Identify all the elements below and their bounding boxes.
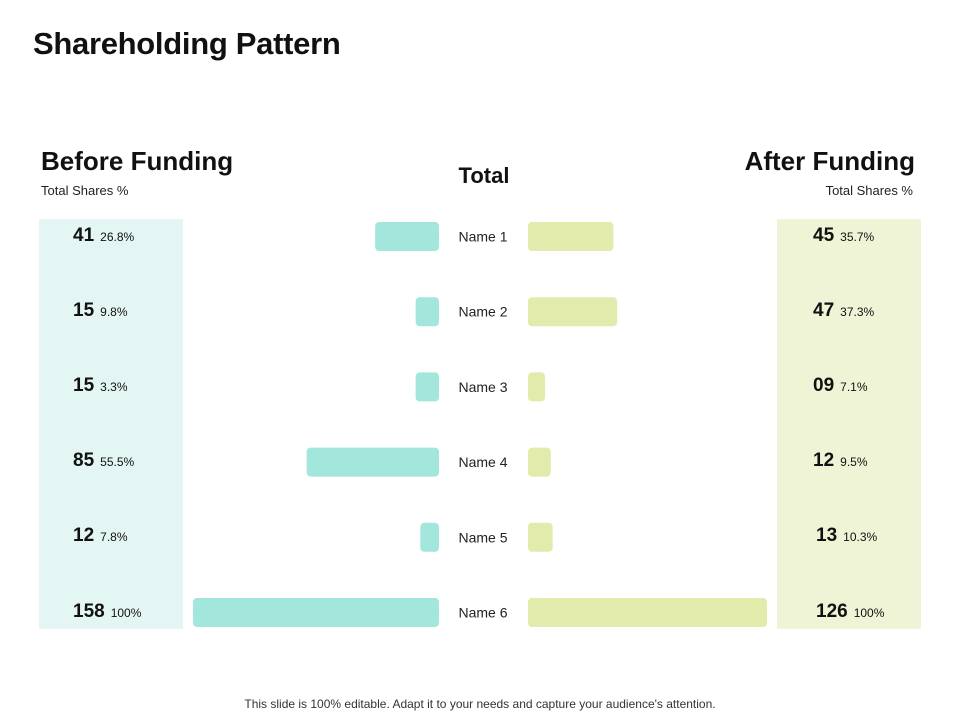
after-bar bbox=[528, 297, 618, 327]
before-share-value: 12 bbox=[73, 525, 95, 547]
after-share-value: 126 bbox=[816, 600, 848, 622]
after-share-value: 45 bbox=[813, 224, 835, 246]
after-stat: 45 35.7% bbox=[813, 225, 874, 247]
after-share-value: 13 bbox=[816, 525, 838, 547]
category-label: Name 4 bbox=[458, 454, 507, 470]
before-share-percent: 9.8% bbox=[100, 304, 128, 319]
after-funding-panel bbox=[777, 219, 921, 629]
category-label: Name 5 bbox=[458, 529, 507, 545]
before-share-percent: 26.8% bbox=[100, 229, 135, 244]
before-bar bbox=[415, 297, 439, 327]
before-stat: 12 7.8% bbox=[73, 525, 128, 547]
before-stat: 15 9.8% bbox=[73, 300, 128, 322]
after-bar bbox=[528, 522, 553, 552]
before-share-percent: 55.5% bbox=[100, 455, 135, 470]
before-bar bbox=[306, 447, 439, 477]
before-share-value: 15 bbox=[73, 374, 95, 396]
before-share-percent: 100% bbox=[110, 605, 142, 620]
after-stat: 09 7.1% bbox=[813, 375, 868, 397]
before-bar bbox=[420, 522, 439, 552]
before-funding-panel bbox=[39, 219, 183, 629]
after-stat: 126 100% bbox=[816, 601, 884, 623]
before-share-percent: 7.8% bbox=[100, 530, 128, 545]
before-share-value: 85 bbox=[73, 450, 95, 472]
footer-note: This slide is 100% editable. Adapt it to… bbox=[244, 697, 716, 711]
after-stat: 13 10.3% bbox=[816, 525, 877, 547]
page-title: Shareholding Pattern bbox=[33, 26, 341, 61]
after-stat: 47 37.3% bbox=[813, 300, 874, 322]
total-title: Total bbox=[458, 163, 510, 188]
before-funding-title: Before Funding bbox=[41, 146, 234, 176]
after-share-value: 12 bbox=[813, 450, 835, 472]
category-label: Name 6 bbox=[458, 605, 507, 621]
before-bar bbox=[193, 598, 439, 627]
after-share-percent: 7.1% bbox=[840, 379, 868, 394]
before-share-percent: 3.3% bbox=[100, 379, 128, 394]
after-stat: 12 9.5% bbox=[813, 450, 868, 472]
before-stat: 85 55.5% bbox=[73, 450, 134, 472]
before-share-value: 41 bbox=[73, 224, 95, 246]
before-share-value: 15 bbox=[73, 299, 95, 321]
after-share-percent: 100% bbox=[853, 605, 885, 620]
before-bar bbox=[415, 372, 439, 402]
category-label: Name 2 bbox=[458, 304, 507, 320]
after-bar bbox=[528, 598, 767, 627]
before-stat: 158 100% bbox=[73, 601, 141, 623]
before-bar bbox=[375, 222, 439, 251]
after-bar bbox=[528, 372, 546, 402]
after-bar bbox=[528, 447, 551, 477]
before-share-value: 158 bbox=[73, 600, 105, 622]
category-label: Name 3 bbox=[458, 379, 507, 395]
before-stat: 41 26.8% bbox=[73, 225, 134, 247]
after-share-percent: 35.7% bbox=[840, 229, 875, 244]
before-funding-subtitle: Total Shares % bbox=[41, 183, 129, 198]
after-bar bbox=[528, 222, 614, 251]
after-share-percent: 10.3% bbox=[843, 530, 878, 545]
after-funding-subtitle: Total Shares % bbox=[825, 183, 913, 198]
after-share-value: 47 bbox=[813, 299, 835, 321]
after-funding-title: After Funding bbox=[744, 146, 915, 176]
before-stat: 15 3.3% bbox=[73, 375, 128, 397]
after-share-value: 09 bbox=[813, 374, 835, 396]
after-share-percent: 9.5% bbox=[840, 455, 868, 470]
category-label: Name 1 bbox=[458, 229, 507, 245]
after-share-percent: 37.3% bbox=[840, 304, 875, 319]
